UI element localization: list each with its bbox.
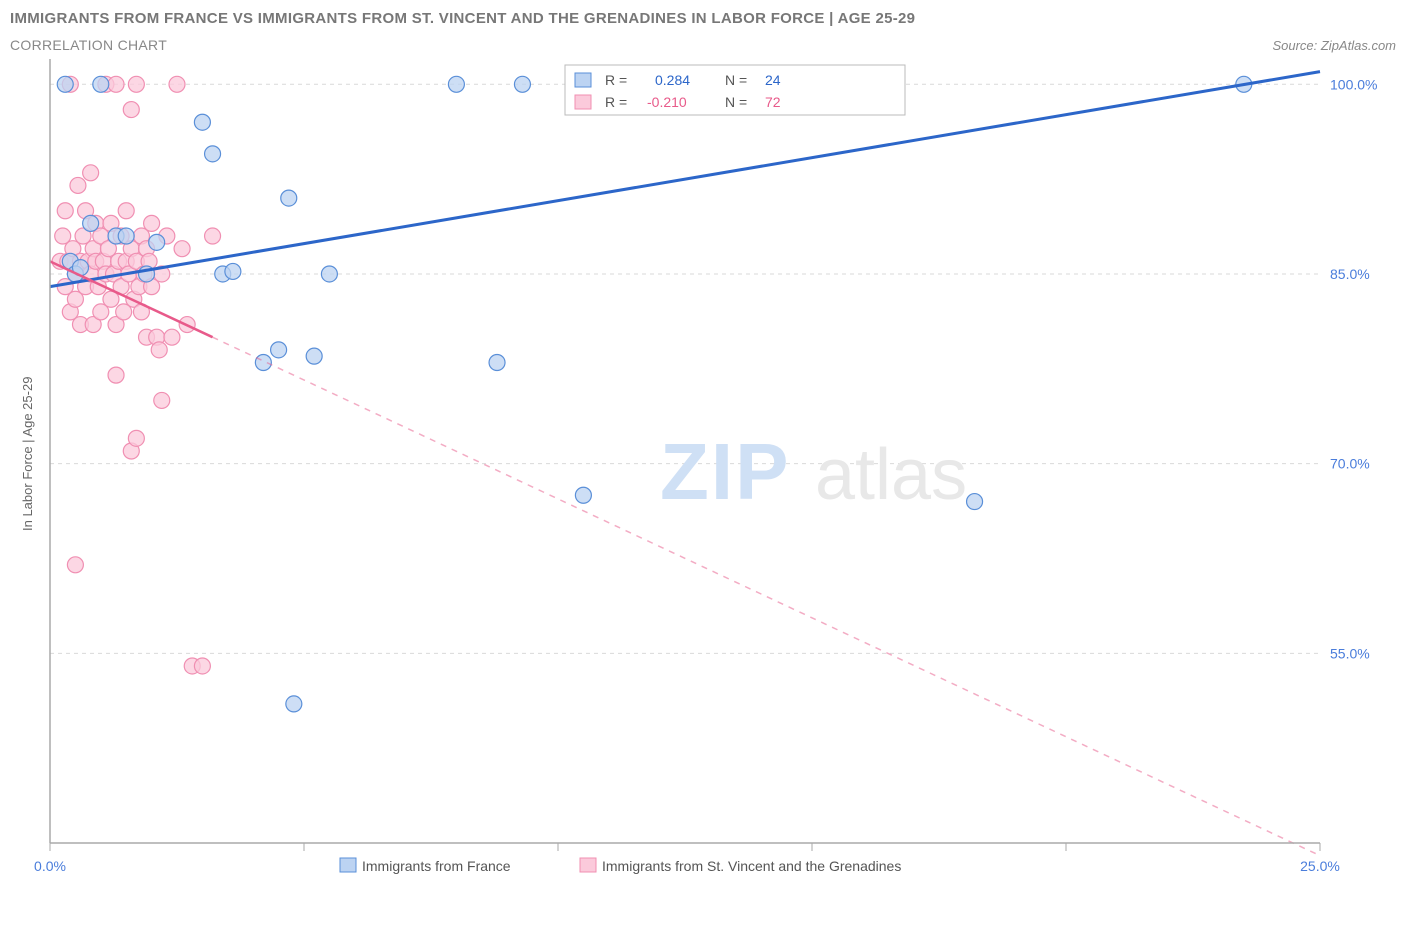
svg-text:N =: N = bbox=[725, 72, 747, 88]
svg-text:72: 72 bbox=[765, 94, 781, 110]
correlation-chart: ZIP atlas 55.0% 70.0% 85.0% 100.0% 0.0% 25.0% In… bbox=[10, 59, 1396, 889]
svg-text:-0.210: -0.210 bbox=[647, 94, 687, 110]
svg-text:55.0%: 55.0% bbox=[1330, 645, 1370, 661]
svg-text:ZIP: ZIP bbox=[660, 427, 790, 516]
chart-title: IMMIGRANTS FROM FRANCE VS IMMIGRANTS FRO… bbox=[10, 10, 1396, 27]
svg-text:25.0%: 25.0% bbox=[1300, 858, 1340, 874]
source-citation: Source: ZipAtlas.com bbox=[1272, 38, 1396, 53]
svg-text:24: 24 bbox=[765, 72, 781, 88]
svg-text:Immigrants from France: Immigrants from France bbox=[362, 858, 511, 874]
svg-text:R =: R = bbox=[605, 94, 627, 110]
svg-text:70.0%: 70.0% bbox=[1330, 456, 1370, 472]
svg-text:100.0%: 100.0% bbox=[1330, 76, 1377, 92]
svg-text:Immigrants from St. Vincent an: Immigrants from St. Vincent and the Gren… bbox=[602, 858, 901, 874]
svg-text:0.0%: 0.0% bbox=[34, 858, 66, 874]
chart-subtitle: CORRELATION CHART bbox=[10, 37, 167, 53]
svg-text:atlas: atlas bbox=[815, 435, 967, 515]
svg-text:R =: R = bbox=[605, 72, 627, 88]
svg-text:In Labor Force | Age 25-29: In Labor Force | Age 25-29 bbox=[20, 377, 35, 531]
svg-text:85.0%: 85.0% bbox=[1330, 266, 1370, 282]
svg-text:0.284: 0.284 bbox=[655, 72, 690, 88]
svg-text:N =: N = bbox=[725, 94, 747, 110]
